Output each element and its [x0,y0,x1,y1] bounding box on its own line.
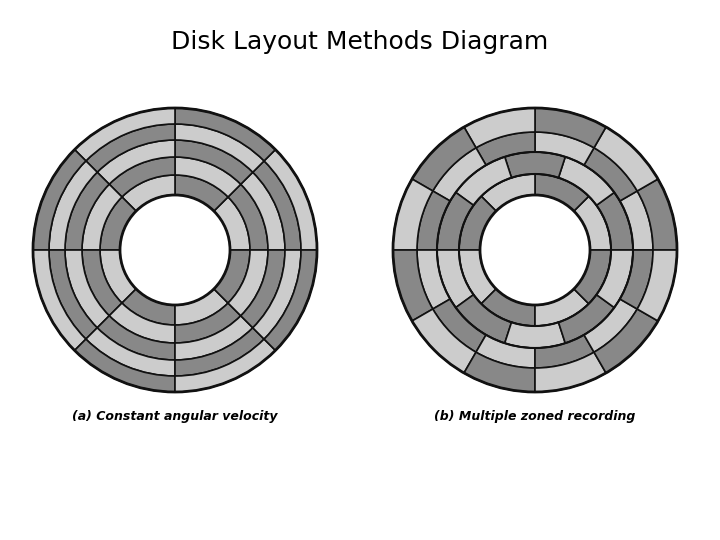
Wedge shape [49,250,97,339]
Wedge shape [175,108,276,161]
Wedge shape [175,339,276,392]
Wedge shape [264,150,317,250]
Wedge shape [476,335,535,368]
Wedge shape [109,157,175,197]
Circle shape [480,195,590,305]
Wedge shape [86,124,175,172]
Wedge shape [620,191,653,250]
Wedge shape [65,172,109,250]
Wedge shape [412,309,476,373]
Wedge shape [596,192,633,250]
Wedge shape [253,250,301,339]
Wedge shape [596,250,633,308]
Wedge shape [75,339,175,392]
Wedge shape [82,250,122,316]
Wedge shape [33,150,86,250]
Wedge shape [49,161,97,250]
Wedge shape [559,295,614,343]
Wedge shape [393,179,433,250]
Wedge shape [109,303,175,343]
Wedge shape [175,140,253,184]
Wedge shape [240,250,285,328]
Wedge shape [456,157,511,205]
Wedge shape [240,172,285,250]
Wedge shape [65,250,109,328]
Wedge shape [175,157,240,197]
Wedge shape [417,191,450,250]
Wedge shape [253,161,301,250]
Wedge shape [100,250,136,303]
Wedge shape [535,174,589,211]
Wedge shape [637,179,677,250]
Wedge shape [535,108,606,148]
Wedge shape [175,303,240,343]
Text: Disk Layout Methods Diagram: Disk Layout Methods Diagram [171,30,549,54]
Wedge shape [559,157,614,205]
Wedge shape [481,289,535,326]
Wedge shape [175,124,264,172]
Wedge shape [505,152,565,178]
Wedge shape [393,250,433,321]
Wedge shape [620,250,653,309]
Text: (b) Multiple zoned recording: (b) Multiple zoned recording [434,410,636,423]
Wedge shape [574,196,611,250]
Wedge shape [464,352,535,392]
Wedge shape [433,299,486,352]
Wedge shape [412,127,476,191]
Wedge shape [82,184,122,250]
Wedge shape [100,197,136,250]
Wedge shape [264,250,317,350]
Wedge shape [214,250,250,303]
Wedge shape [228,184,268,250]
Wedge shape [228,250,268,316]
Wedge shape [214,197,250,250]
Wedge shape [437,250,474,308]
Wedge shape [594,127,658,191]
Wedge shape [584,148,637,201]
Wedge shape [464,108,535,148]
Wedge shape [75,108,175,161]
Wedge shape [459,250,496,303]
Wedge shape [86,328,175,376]
Wedge shape [476,132,535,165]
Wedge shape [535,335,594,368]
Wedge shape [175,328,264,376]
Wedge shape [97,140,175,184]
Wedge shape [97,316,175,360]
Wedge shape [535,289,589,326]
Wedge shape [433,148,486,201]
Wedge shape [459,196,496,250]
Wedge shape [584,299,637,352]
Wedge shape [122,289,175,325]
Text: (a) Constant angular velocity: (a) Constant angular velocity [72,410,278,423]
Wedge shape [437,192,474,250]
Circle shape [120,195,230,305]
Wedge shape [535,132,594,165]
Wedge shape [505,322,565,348]
Wedge shape [574,250,611,303]
Wedge shape [637,250,677,321]
Wedge shape [175,289,228,325]
Wedge shape [456,295,511,343]
Wedge shape [417,250,450,309]
Wedge shape [535,352,606,392]
Wedge shape [175,175,228,211]
Wedge shape [33,250,86,350]
Wedge shape [175,316,253,360]
Wedge shape [122,175,175,211]
Wedge shape [594,309,658,373]
Wedge shape [481,174,535,211]
